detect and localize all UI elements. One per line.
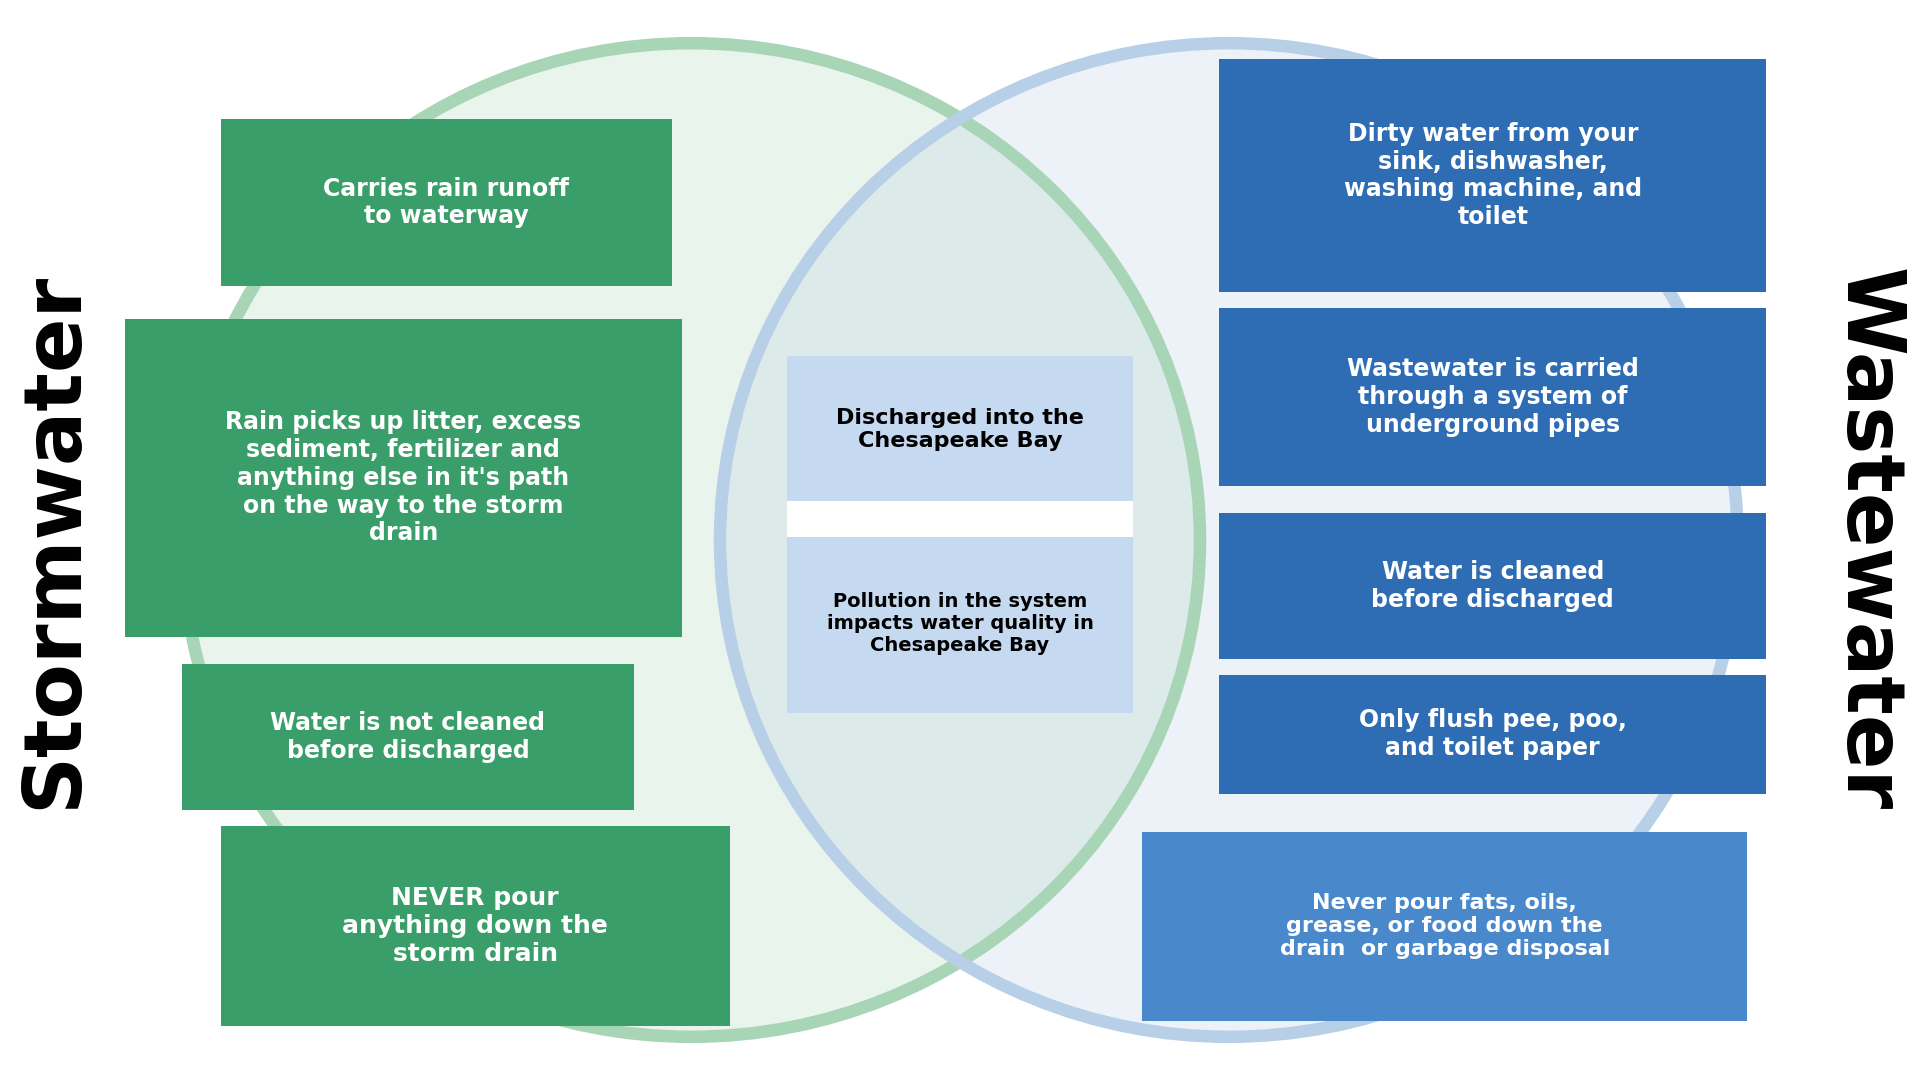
Text: Water is cleaned
before discharged: Water is cleaned before discharged: [1371, 561, 1615, 611]
Text: Discharged into the
Chesapeake Bay: Discharged into the Chesapeake Bay: [835, 407, 1085, 451]
Text: Dirty water from your
sink, dishwasher,
washing machine, and
toilet: Dirty water from your sink, dishwasher, …: [1344, 122, 1642, 229]
FancyBboxPatch shape: [1219, 308, 1766, 486]
Text: Wastewater is carried
through a system of
underground pipes: Wastewater is carried through a system o…: [1346, 357, 1640, 436]
FancyBboxPatch shape: [125, 319, 682, 637]
FancyBboxPatch shape: [221, 119, 672, 286]
Text: Never pour fats, oils,
grease, or food down the
drain  or garbage disposal: Never pour fats, oils, grease, or food d…: [1279, 893, 1611, 959]
FancyBboxPatch shape: [221, 826, 730, 1026]
FancyBboxPatch shape: [182, 664, 634, 810]
FancyBboxPatch shape: [1219, 675, 1766, 794]
Text: Water is not cleaned
before discharged: Water is not cleaned before discharged: [271, 712, 545, 762]
FancyBboxPatch shape: [1219, 59, 1766, 292]
Text: Rain picks up litter, excess
sediment, fertilizer and
anything else in it's path: Rain picks up litter, excess sediment, f…: [225, 410, 582, 545]
FancyBboxPatch shape: [1219, 513, 1766, 659]
Text: Wastewater: Wastewater: [1828, 268, 1905, 812]
Text: NEVER pour
anything down the
storm drain: NEVER pour anything down the storm drain: [342, 887, 609, 966]
FancyBboxPatch shape: [787, 501, 1133, 537]
Text: Only flush pee, poo,
and toilet paper: Only flush pee, poo, and toilet paper: [1359, 708, 1626, 760]
Text: Stormwater: Stormwater: [15, 271, 92, 809]
FancyBboxPatch shape: [1142, 832, 1747, 1021]
Ellipse shape: [720, 43, 1738, 1037]
Text: Pollution in the system
impacts water quality in
Chesapeake Bay: Pollution in the system impacts water qu…: [828, 592, 1092, 656]
FancyBboxPatch shape: [787, 535, 1133, 713]
FancyBboxPatch shape: [787, 356, 1133, 502]
Ellipse shape: [182, 43, 1200, 1037]
Text: Carries rain runoff
to waterway: Carries rain runoff to waterway: [323, 177, 570, 228]
